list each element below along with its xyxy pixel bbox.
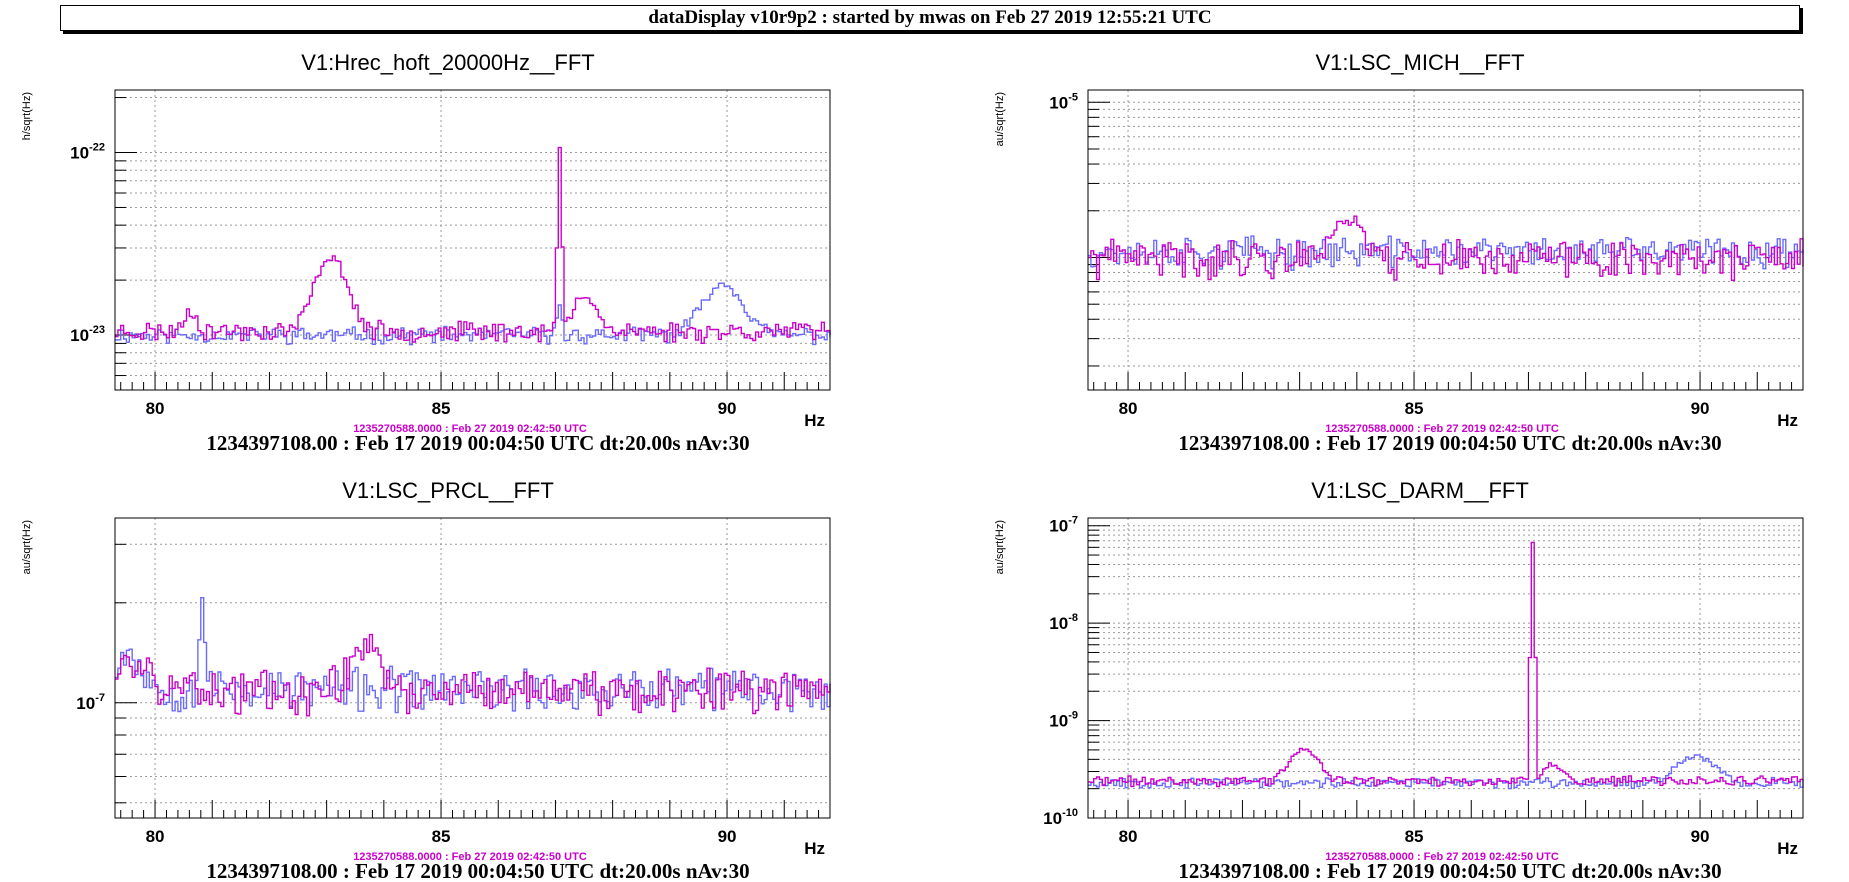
chart-title: V1:LSC_PRCL__FFT: [342, 478, 554, 503]
x-tick-label: 85: [1405, 399, 1424, 418]
window-banner-title: dataDisplay v10r9p2 : started by mwas on…: [60, 5, 1800, 31]
chart-title: V1:LSC_DARM__FFT: [1311, 478, 1529, 503]
plot-frame: [1087, 517, 1804, 819]
x-tick-label: 90: [718, 399, 737, 418]
y-tick-label: 10-22: [70, 142, 105, 163]
series-line-2: [1088, 215, 1804, 281]
chart-title: V1:Hrec_hoft_20000Hz__FFT: [301, 50, 595, 75]
x-tick-label: 85: [1405, 827, 1424, 846]
x-tick-label: 80: [146, 827, 165, 846]
series-line-1: [115, 282, 831, 346]
y-tick-label: 10-5: [1049, 91, 1078, 112]
gps-stamp: 1235270588.0000 : Feb 27 2019 02:42:50 U…: [1325, 851, 1559, 863]
x-axis-unit: Hz: [1777, 839, 1798, 858]
y-tick-label: 10-23: [70, 324, 105, 345]
plot-frame: [1087, 89, 1804, 391]
y-tick-label: 10-9: [1049, 710, 1078, 731]
series-line-2: [115, 146, 831, 344]
y-axis-label: au/sqrt(Hz): [994, 92, 1006, 146]
x-tick-label: 80: [1119, 399, 1138, 418]
x-tick-label: 90: [718, 827, 737, 846]
series-line-1: [1088, 235, 1804, 271]
plot-frame: [114, 89, 831, 391]
y-axis-label: au/sqrt(Hz): [994, 520, 1006, 574]
plot-frame: [114, 517, 831, 819]
x-axis-unit: Hz: [804, 839, 825, 858]
x-tick-label: 80: [1119, 827, 1138, 846]
chart-footer: 1234397108.00 : Feb 17 2019 00:04:50 UTC…: [206, 859, 749, 882]
chart-title: V1:LSC_MICH__FFT: [1315, 50, 1524, 75]
gps-stamp: 1235270588.0000 : Feb 27 2019 02:42:50 U…: [353, 423, 587, 435]
x-tick-label: 90: [1691, 399, 1710, 418]
gps-stamp: 1235270588.0000 : Feb 27 2019 02:42:50 U…: [353, 851, 587, 863]
chart-footer: 1234397108.00 : Feb 17 2019 00:04:50 UTC…: [206, 431, 749, 455]
chart-panel-1: V1:Hrec_hoft_20000Hz__FFT h/sqrt(Hz) 80 85 9…: [21, 50, 831, 455]
x-axis-unit: Hz: [1777, 411, 1798, 430]
x-axis-unit: Hz: [804, 411, 825, 430]
x-tick-label: 80: [146, 399, 165, 418]
chart-panel-3: V1:LSC_PRCL__FFT au/sqrt(Hz) 80 85 90 Hz 10-7 1…: [21, 478, 831, 882]
x-tick-label: 85: [432, 827, 451, 846]
gps-stamp: 1235270588.0000 : Feb 27 2019 02:42:50 U…: [1325, 423, 1559, 435]
x-tick-label: 85: [432, 399, 451, 418]
y-axis-label: au/sqrt(Hz): [21, 520, 33, 574]
chart-panel-2: V1:LSC_MICH__FFT au/sqrt(Hz) 80 85 90 Hz 10-5 1…: [994, 50, 1804, 455]
x-tick-label: 90: [1691, 827, 1710, 846]
y-tick-label: 10-8: [1049, 612, 1078, 633]
y-tick-label: 10-7: [76, 692, 105, 713]
chart-footer: 1234397108.00 : Feb 17 2019 00:04:50 UTC…: [1178, 431, 1721, 455]
series-line-2: [115, 633, 831, 717]
y-axis-label: h/sqrt(Hz): [21, 92, 33, 140]
chart-footer: 1234397108.00 : Feb 17 2019 00:04:50 UTC…: [1178, 859, 1721, 882]
series-line-1: [115, 597, 831, 714]
series-line-2: [1088, 541, 1804, 788]
y-tick-label: 10-7: [1049, 515, 1078, 536]
chart-panel-4: V1:LSC_DARM__FFT au/sqrt(Hz) 80 85 90 Hz 10-7 1…: [994, 478, 1804, 882]
y-tick-label: 10-10: [1043, 807, 1078, 828]
